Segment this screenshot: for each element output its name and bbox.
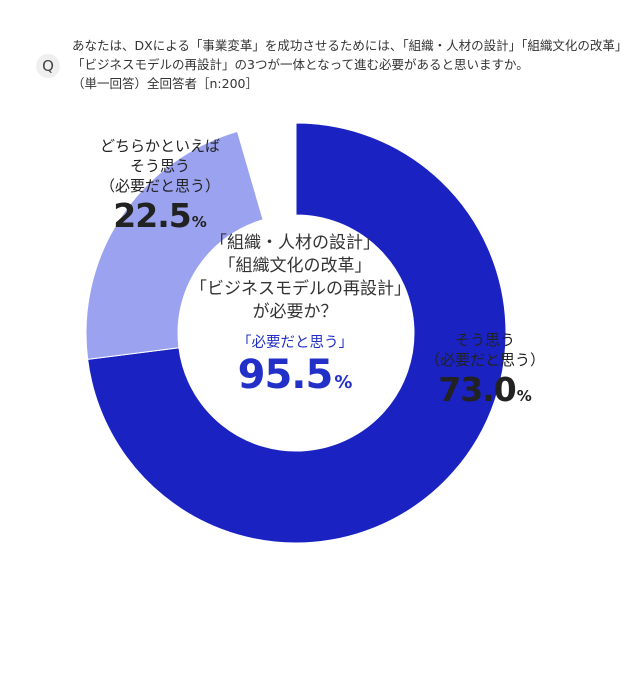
donut-slice-0	[87, 122, 507, 544]
center-total-value: 95.5%	[200, 352, 390, 398]
question-line: 「ビジネスモデルの再設計」の3つが一体となって進む必要があると思いますか。	[72, 57, 529, 72]
center-title-line: が必要か？	[252, 302, 338, 322]
center-title-line: 「組織・人材の設計」	[210, 233, 380, 253]
center-title-line: 「ビジネスモデルの再設計」	[190, 279, 411, 299]
center-total-unit: %	[334, 372, 353, 393]
slice-label-somewhat-agree: どちらかといえば そう思う （必要だと思う）	[75, 136, 245, 196]
slice-label-line: （必要だと思う）	[99, 177, 220, 195]
question-line: （単一回答）全回答者［n:200］	[72, 76, 258, 91]
slice-value-number: 73.0	[438, 370, 516, 409]
center-title-line: 「組織文化の改革」	[218, 256, 372, 276]
slice-value-somewhat-agree: 22.5%	[75, 196, 245, 235]
question-badge: Q	[36, 54, 60, 78]
center-total-label: 「必要だと思う」	[237, 335, 353, 351]
slice-label-agree: そう思う （必要だと思う）	[400, 330, 570, 370]
question-text: あなたは、DXによる「事業変革」を成功させるためには、「組織・人材の設計」「組織…	[72, 36, 628, 93]
donut-slice-1	[85, 130, 264, 360]
question-line: あなたは、DXによる「事業変革」を成功させるためには、「組織・人材の設計」「組織…	[72, 38, 628, 53]
slice-value-unit: %	[516, 387, 532, 405]
slice-label-line: そう思う	[129, 157, 190, 175]
slice-label-line: どちらかといえば	[99, 137, 220, 155]
slice-label-line: （必要だと思う）	[424, 351, 545, 369]
slice-value-number: 22.5	[113, 196, 191, 235]
slice-value-unit: %	[191, 213, 207, 231]
slice-value-agree: 73.0%	[400, 370, 570, 409]
center-total-number: 95.5	[237, 352, 334, 398]
center-title: 「組織・人材の設計」 「組織文化の改革」 「ビジネスモデルの再設計」 が必要か？	[190, 232, 411, 324]
slice-label-line: そう思う	[454, 331, 515, 349]
